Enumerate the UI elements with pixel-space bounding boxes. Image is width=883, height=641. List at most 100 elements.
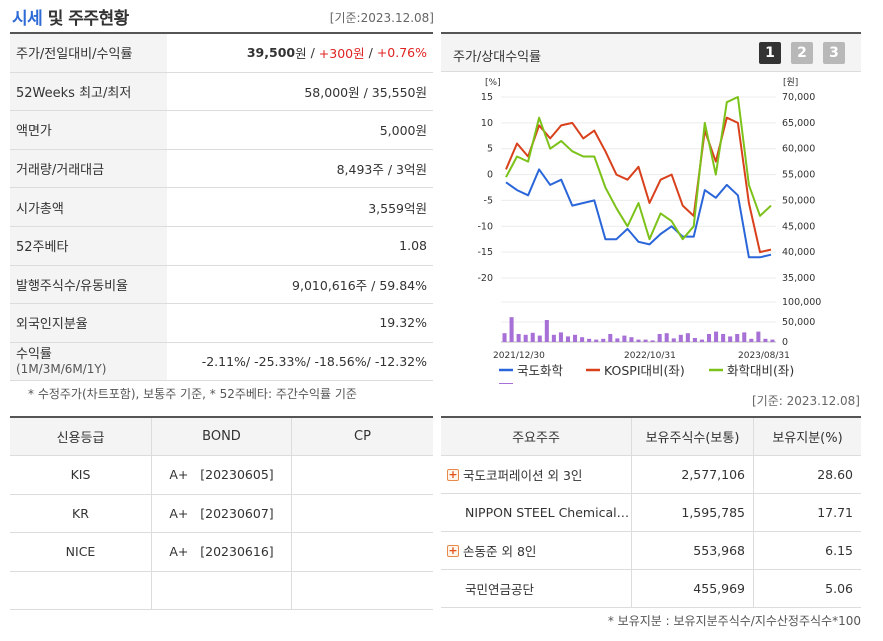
credit-header: CP	[291, 418, 433, 455]
price-change: +300원	[318, 46, 365, 62]
quote-label: 52주베타	[10, 226, 167, 265]
quote-label: 주가/전일대비/수익률	[10, 34, 167, 72]
quote-row-market-cap: 시가총액 3,559억원	[10, 188, 433, 227]
credit-row	[10, 571, 433, 610]
holders-header: 보유지분(%)	[753, 418, 861, 455]
volume-bar	[537, 335, 542, 342]
quote-value: 1.08	[399, 238, 427, 254]
price-change-pct: +0.76%	[376, 45, 427, 61]
quote-value: 58,000원 / 35,550원	[304, 84, 427, 100]
legend-swatch	[499, 383, 513, 384]
holder-pct: 5.06	[753, 570, 861, 607]
returns-label: 수익률	[16, 346, 52, 362]
quote-label: 거래량/거래대금	[10, 149, 167, 188]
volume-bar	[735, 334, 740, 342]
quote-label: 액면가	[10, 111, 167, 149]
left-axis-unit: [%]	[485, 78, 501, 88]
quote-label: 수익률 (1M/3M/6M/1Y)	[10, 342, 167, 381]
right-tick-label: 60,000	[782, 144, 815, 155]
volume-bar	[749, 338, 754, 342]
volume-bar	[721, 334, 726, 342]
quote-table: 주가/전일대비/수익률 39,500 원 / +300원 / +0.76% 52W…	[10, 32, 433, 382]
quote-row-par-value: 액면가 5,000원	[10, 111, 433, 150]
volume-bar	[509, 317, 514, 342]
quote-label: 52Weeks 최고/최저	[10, 72, 167, 111]
returns-sublabel: (1M/3M/6M/1Y)	[16, 362, 107, 377]
section-title-rest: 및 주주현황	[42, 9, 130, 29]
quote-row-52weeks: 52Weeks 최고/최저 58,000원 / 35,550원	[10, 72, 433, 112]
credit-row: NICE A+ [20230616]	[10, 533, 433, 572]
holders-header-row: 주요주주 보유주식수(보통) 보유지분(%)	[441, 418, 861, 456]
volume-bar	[756, 331, 761, 342]
price-chart: [%] [원] 15 10 5 0 -5 -10 -15 -20 70,000 65,000 60,00…	[477, 77, 821, 384]
series-line	[505, 116, 772, 254]
credit-cp	[291, 571, 433, 609]
holder-name-cell: 국민연금공단	[441, 570, 631, 607]
chart-tab-3[interactable]: 3	[823, 42, 845, 64]
credit-cp	[291, 533, 433, 571]
chart-tab-2[interactable]: 2	[791, 42, 813, 64]
volume-bar	[565, 336, 571, 342]
volume-bar	[580, 337, 585, 342]
credit-header-row: 신용등급 BOND CP	[10, 418, 433, 456]
holders-header: 보유주식수(보통)	[631, 418, 753, 455]
legend-label: 화학대비(좌)	[727, 363, 794, 378]
left-tick-label: -5	[484, 195, 493, 206]
credit-bond: A+ [20230605]	[151, 456, 291, 494]
holder-name: 국도코퍼레이션 외 3인	[463, 468, 583, 483]
volume-bar	[685, 333, 690, 342]
right-tick-label: 35,000	[782, 273, 815, 284]
right-tick-label: 45,000	[782, 221, 815, 232]
x-tick-label: 2023/08/31	[738, 351, 790, 361]
volume-bar	[615, 338, 620, 342]
volume-bar	[516, 334, 521, 342]
right-tick-label: 65,000	[782, 118, 815, 129]
quote-value: 8,493주 / 3억원	[336, 162, 427, 178]
quote-value: 19.32%	[379, 315, 427, 331]
left-tick-label: -10	[477, 221, 493, 232]
holder-row: NIPPON STEEL Chemical & Material 1,595,7…	[441, 494, 861, 532]
credit-bond	[151, 571, 291, 609]
credit-agency: KIS	[70, 467, 91, 483]
quote-label: 발행주식수/유동비율	[10, 265, 167, 304]
volume-bar	[643, 339, 648, 342]
credit-agency: KR	[72, 505, 89, 521]
right-axis-unit: [원]	[783, 77, 798, 88]
holder-row: + 손동준 외 8인 553,968 6.15	[441, 532, 861, 570]
volume-bar	[594, 339, 599, 342]
legend-label: 거래량	[517, 383, 552, 384]
holder-row: + 국도코퍼레이션 외 3인 2,577,106 28.60	[441, 456, 861, 494]
volume-bar	[714, 331, 719, 342]
chart-title: 주가/상대수익률	[453, 50, 542, 65]
holder-pct: 6.15	[753, 532, 861, 569]
series-line	[505, 168, 772, 259]
holder-pct: 17.71	[753, 494, 861, 531]
credit-table: 신용등급 BOND CP KIS A+ [20230605] KR A+ [20…	[10, 416, 433, 610]
expand-plus-icon[interactable]: +	[447, 467, 459, 481]
right-tick-label: 40,000	[782, 247, 815, 258]
quote-value: 5,000원	[379, 123, 427, 139]
left-tick-label: -20	[477, 273, 493, 284]
holder-name-cell: + 국도코퍼레이션 외 3인	[441, 456, 631, 493]
quote-row-returns: 수익률 (1M/3M/6M/1Y) -2.11%/ -25.33%/ -18.5…	[10, 342, 433, 382]
volume-bar	[523, 334, 528, 342]
volume-bar	[742, 332, 747, 342]
volume-bar	[601, 338, 606, 342]
credit-row: KR A+ [20230607]	[10, 494, 433, 533]
credit-agency: NICE	[65, 544, 96, 560]
credit-cp	[291, 494, 433, 532]
chart-tab-1[interactable]: 1	[759, 42, 781, 64]
legend-label: 국도화학	[517, 363, 564, 378]
holders-footnote: * 보유지분 : 보유지분주식수/지수산정주식수*100	[607, 614, 861, 628]
quote-row-beta: 52주베타 1.08	[10, 226, 433, 266]
expand-plus-icon[interactable]: +	[447, 543, 459, 557]
volume-bar	[763, 338, 768, 342]
credit-bond: A+ [20230616]	[151, 533, 291, 571]
quote-value: 3,559억원	[368, 200, 427, 216]
series-line	[505, 96, 772, 241]
holders-base-date: [기준: 2023.12.08]	[751, 394, 860, 408]
credit-bond: A+ [20230607]	[151, 494, 291, 532]
quote-value: 9,010,616주 / 59.84%	[292, 277, 427, 293]
holder-shares: 553,968	[631, 532, 753, 569]
holder-name: 국민연금공단	[465, 582, 535, 597]
